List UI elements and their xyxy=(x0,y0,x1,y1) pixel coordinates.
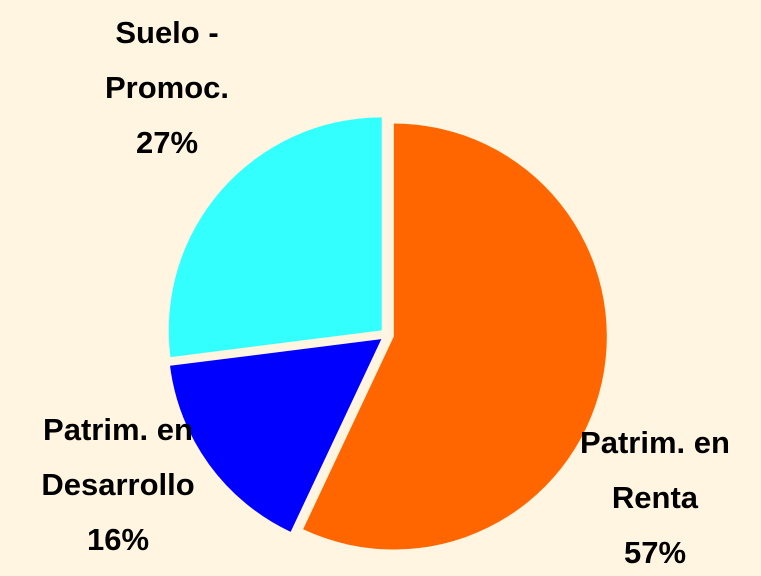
pie-slice xyxy=(168,117,382,358)
slice-label: Promoc. xyxy=(105,70,229,105)
value-label: 27% xyxy=(136,125,198,160)
slice-label: Patrim. en xyxy=(43,412,193,447)
pie-slice xyxy=(303,123,607,550)
value-label: 16% xyxy=(87,522,149,557)
slice-label: Patrim. en xyxy=(580,425,730,460)
slice-label: Suelo - xyxy=(115,15,218,50)
slice-label: Desarrollo xyxy=(41,467,194,502)
pie-slice xyxy=(170,339,382,532)
slice-label: Renta xyxy=(612,480,699,515)
value-label: 57% xyxy=(624,535,686,570)
